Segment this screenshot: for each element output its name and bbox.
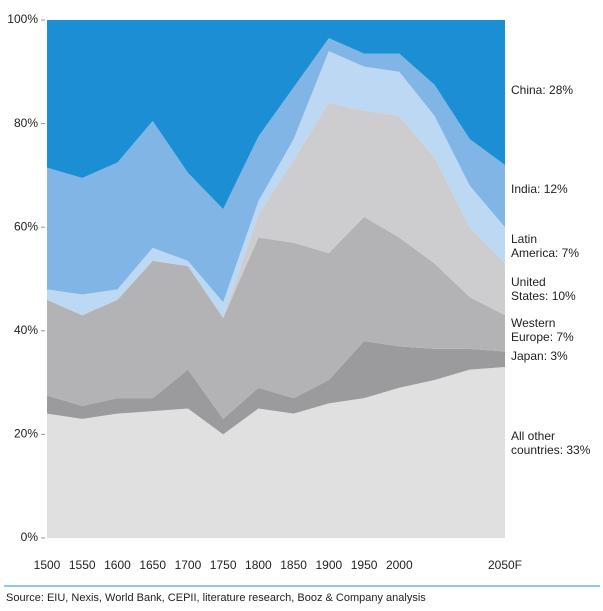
area — [47, 38, 505, 303]
area — [47, 20, 505, 210]
area — [47, 341, 505, 435]
x-tick-label: 1800 — [245, 558, 272, 572]
x-tick-label: 1600 — [104, 558, 131, 572]
y-tick-label: 0% — [21, 530, 39, 544]
x-tick-label: 1500 — [34, 558, 61, 572]
x-tick-label: 1750 — [210, 558, 237, 572]
x-tick-label: 1550 — [69, 558, 96, 572]
legend-label: Latin America: 7% — [511, 232, 580, 260]
area — [47, 102, 505, 318]
x-tick-label: 2050F — [488, 558, 522, 572]
y-tick-label: 40% — [14, 323, 38, 337]
x-tick-label: 2000 — [386, 558, 413, 572]
legend-label: India: 12% — [511, 182, 568, 196]
y-tick-label: 100% — [7, 12, 38, 26]
x-tick-label: 1700 — [175, 558, 202, 572]
y-tick-label: 20% — [14, 427, 38, 441]
source-note: Source: EIU, Nexis, World Bank, CEPII, l… — [6, 592, 426, 604]
legend-label: Japan: 3% — [511, 349, 568, 363]
area — [47, 216, 505, 419]
legend-label: All other countries: 33% — [511, 429, 591, 457]
x-tick-label: 1950 — [351, 558, 378, 572]
y-tick-label: 80% — [14, 116, 38, 130]
y-tick-label: 60% — [14, 219, 38, 233]
legend-label: United States: 10% — [511, 275, 576, 303]
x-tick-label: 1900 — [315, 558, 342, 572]
x-tick-label: 1650 — [139, 558, 166, 572]
area — [47, 367, 505, 538]
legend-label: Western Europe: 7% — [511, 316, 574, 344]
legend-label: China: 28% — [511, 83, 574, 97]
x-tick-label: 1850 — [280, 558, 307, 572]
area — [47, 51, 505, 318]
